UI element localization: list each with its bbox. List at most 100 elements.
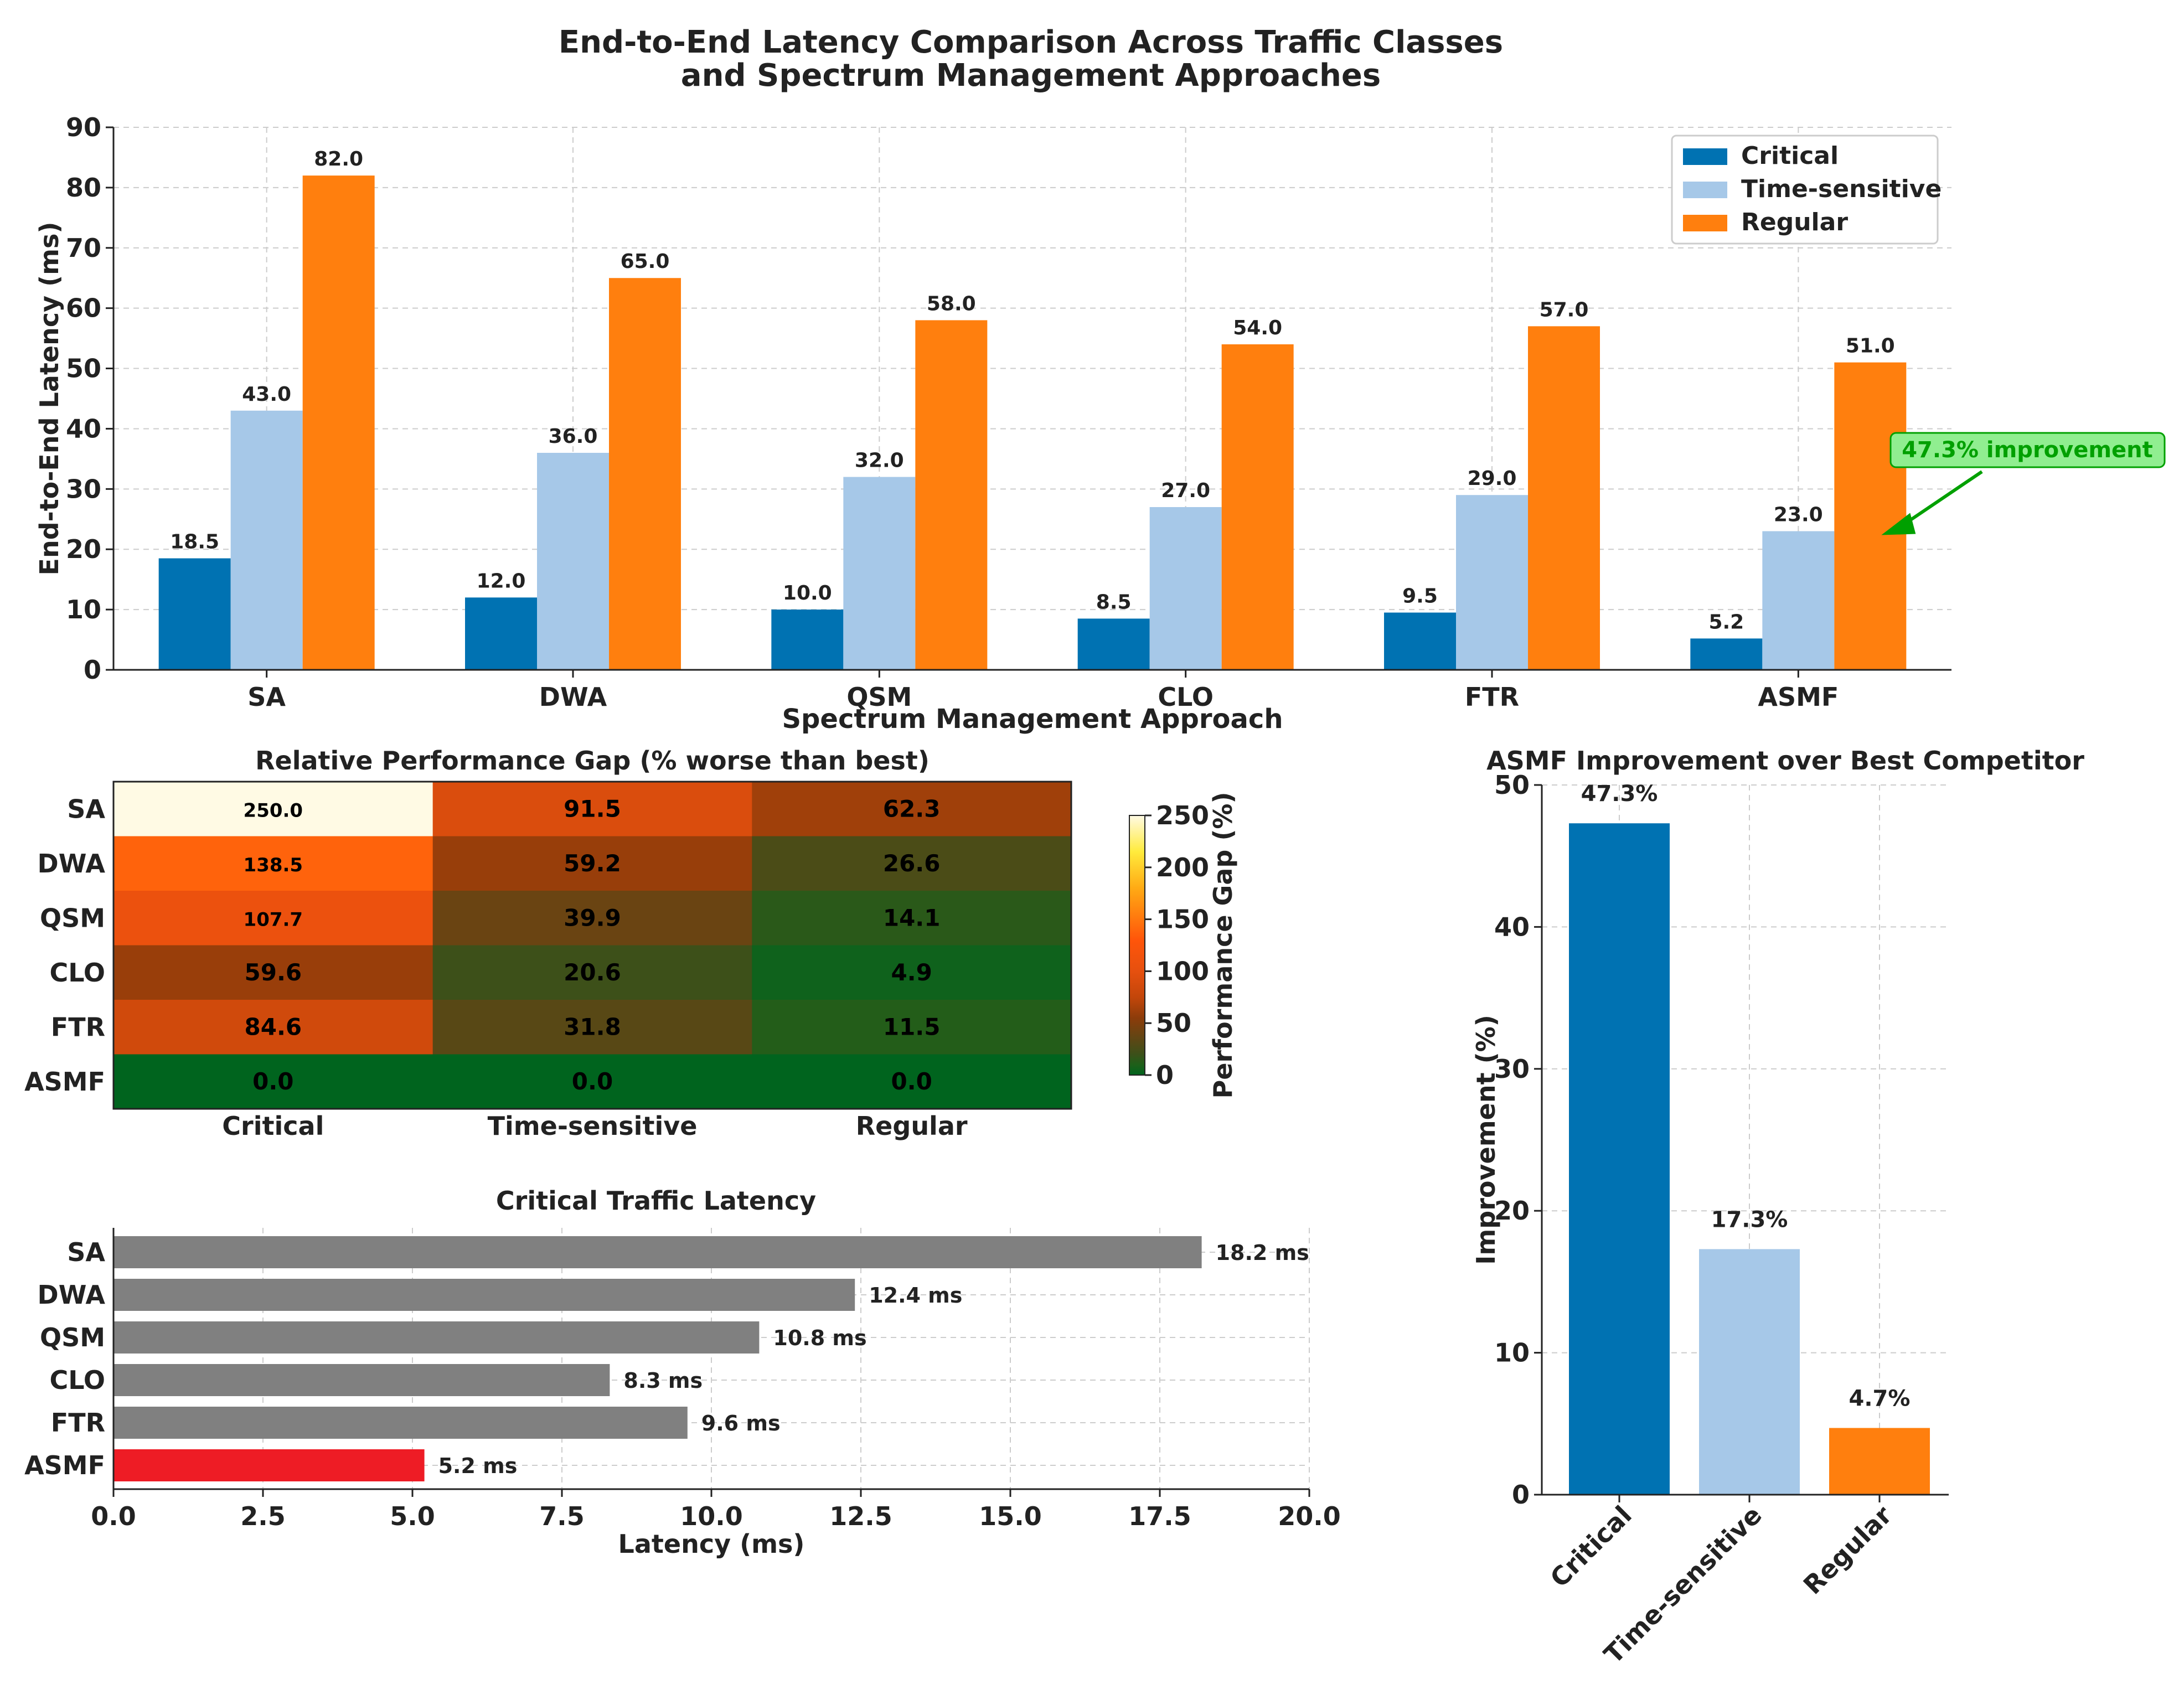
improvement-title: ASMF Improvement over Best Competitor	[1486, 746, 2084, 776]
heatmap-row-label: DWA	[38, 849, 106, 879]
improvement-y-axis-label: Improvement (%)	[1471, 1015, 1501, 1264]
main-bar-value-label: 9.5	[1402, 585, 1438, 608]
heatmap-cell-label: 0.0	[891, 1068, 932, 1095]
heatmap-cell	[752, 945, 1072, 1000]
main-bar-regular-qsm	[915, 320, 988, 670]
heatmap-cell-label: 62.3	[883, 795, 941, 822]
main-x-tick-label: QSM	[846, 682, 912, 712]
main-bar-value-label: 18.5	[170, 531, 219, 554]
main-y-tick-label: 60	[66, 293, 101, 323]
heatmap-cell	[752, 836, 1072, 891]
heatmap-frame	[112, 781, 1072, 1110]
heatmap-row-label: QSM	[40, 903, 105, 933]
main-x-tick-label: DWA	[539, 682, 607, 712]
colorbar-label: Performance Gap (%)	[1208, 792, 1238, 1099]
main-bar-value-label: 12.0	[477, 570, 526, 592]
main-y-tick-label: 50	[66, 354, 101, 384]
heatmap-cell	[432, 1054, 753, 1109]
heatmap-cell-label: 0.0	[252, 1068, 293, 1095]
heatmap-cell-label: 107.7	[244, 908, 303, 931]
main-y-tick-label: 90	[66, 112, 101, 142]
annotation-arrow-head	[1881, 513, 1916, 535]
main-y-tick-label: 40	[66, 414, 101, 443]
main-y-axis-label: End-to-End Latency (ms)	[34, 222, 64, 576]
improvement-y-tick-label: 20	[1494, 1196, 1530, 1226]
hbar-bar-clo	[113, 1364, 610, 1396]
heatmap-cell-label: 4.9	[891, 959, 932, 986]
main-bar-critical-ftr	[1384, 612, 1456, 670]
main-bar-regular-dwa	[609, 278, 681, 670]
heatmap-cell-label: 0.0	[572, 1068, 613, 1095]
main-y-tick-label: 30	[66, 474, 101, 504]
hbar-bar-dwa	[113, 1279, 855, 1311]
hbar-x-tick-label: 20.0	[1278, 1501, 1341, 1531]
main-bar-value-label: 43.0	[242, 383, 291, 406]
heatmap-cell	[752, 1000, 1072, 1055]
hbar-value-label: 10.8 ms	[773, 1326, 866, 1350]
performance-gap-heatmap: Relative Performance Gap (% worse than b…	[24, 746, 1072, 1141]
improvement-y-tick-label: 10	[1494, 1338, 1530, 1368]
hbar-category-label: SA	[67, 1237, 105, 1267]
hbar-x-tick-label: 10.0	[680, 1501, 743, 1531]
improvement-y-tick-label: 0	[1512, 1480, 1530, 1510]
main-bar-regular-sa	[302, 175, 375, 670]
heatmap-cell	[432, 945, 753, 1000]
figure-title-line-1: End-to-End Latency Comparison Across Tra…	[559, 24, 1503, 60]
main-bar-value-label: 82.0	[314, 148, 363, 171]
heatmap-col-label: Regular	[856, 1111, 968, 1141]
heatmap-cell	[432, 836, 753, 891]
hbar-category-label: QSM	[40, 1323, 105, 1352]
main-bar-value-label: 36.0	[549, 425, 598, 448]
improvement-bar-regular	[1829, 1428, 1930, 1495]
annotation-text: 47.3% improvement	[1902, 437, 2153, 463]
heatmap-cell	[752, 782, 1072, 837]
main-bar-time-sensitive-dwa	[537, 453, 609, 670]
hbar-value-label: 12.4 ms	[869, 1283, 962, 1308]
main-bar-time-sensitive-asmf	[1762, 531, 1835, 670]
heatmap-cell-label: 59.6	[245, 959, 302, 986]
main-bar-value-label: 54.0	[1233, 317, 1282, 339]
hbar-bar-qsm	[113, 1321, 760, 1354]
hbar-value-label: 18.2 ms	[1216, 1241, 1309, 1265]
legend-label: Critical	[1741, 142, 1839, 170]
hbar-bar-asmf	[113, 1449, 425, 1481]
hbar-x-axis-label: Latency (ms)	[618, 1529, 805, 1559]
main-bar-time-sensitive-clo	[1149, 507, 1222, 670]
heatmap-cell	[113, 891, 433, 946]
legend-swatch-critical	[1683, 148, 1727, 165]
annotation-box	[1889, 432, 2166, 468]
main-bar-time-sensitive-sa	[230, 410, 303, 670]
hbar-bar-sa	[113, 1236, 1202, 1268]
main-bar-critical-asmf	[1690, 638, 1763, 670]
hbar-x-tick-label: 7.5	[539, 1501, 585, 1531]
main-x-tick-label: CLO	[1158, 682, 1214, 712]
heatmap-cell-label: 31.8	[564, 1013, 621, 1040]
main-x-tick-label: ASMF	[1758, 682, 1839, 712]
main-bar-critical-qsm	[771, 609, 844, 670]
heatmap-cell	[113, 782, 433, 837]
main-bar-value-label: 23.0	[1774, 504, 1823, 526]
heatmap-row-label: FTR	[51, 1012, 105, 1042]
hbar-x-tick-label: 12.5	[829, 1501, 892, 1531]
main-bar-value-label: 8.5	[1096, 591, 1132, 613]
heatmap-cell-label: 91.5	[564, 795, 621, 822]
hbar-x-tick-label: 5.0	[390, 1501, 435, 1531]
main-bar-value-label: 51.0	[1846, 335, 1895, 358]
main-axes: 0 10 20 30 40 50 60 70 80 90 SA DWA QSM CLO FTR ASMF Spe…	[34, 112, 1951, 735]
improvement-annotation: 47.3% improvement	[1881, 432, 2166, 535]
improvement-value-label: 17.3%	[1711, 1207, 1788, 1232]
main-bar-value-label: 10.0	[783, 582, 832, 605]
colorbar-tick-label: 0	[1156, 1060, 1174, 1090]
colorbar-tick-label: 200	[1156, 853, 1209, 882]
colorbar-tick-label: 50	[1156, 1008, 1191, 1038]
colorbar-tick-label: 100	[1156, 956, 1209, 986]
heatmap-cell	[113, 945, 433, 1000]
main-bar-value-label: 58.0	[927, 292, 976, 315]
main-bars: 18.5 12.0 10.0 8.5 9.5 5.2 43.0 36.0 32.0 27.0 29.…	[158, 148, 1907, 670]
main-bar-time-sensitive-ftr	[1456, 495, 1528, 670]
legend-swatch-regular	[1683, 215, 1727, 231]
heatmap-cell-label: 14.1	[883, 904, 941, 931]
improvement-value-label: 4.7%	[1849, 1386, 1911, 1411]
